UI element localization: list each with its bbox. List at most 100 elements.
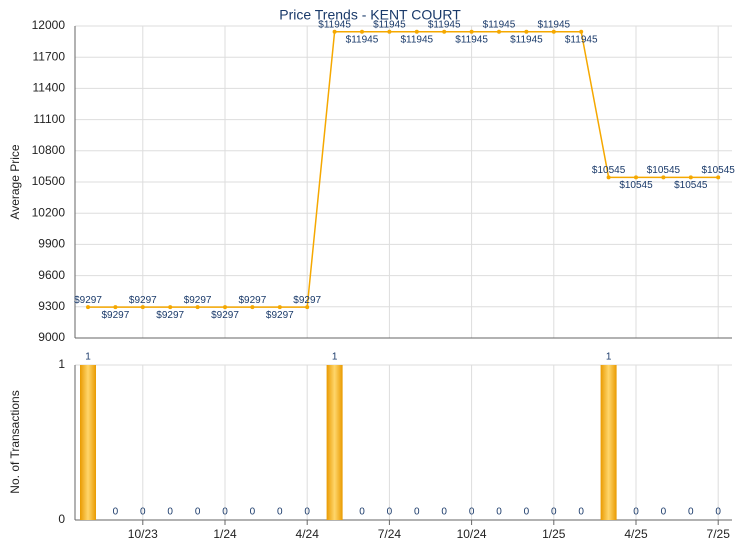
- x-tick-label: 4/24: [296, 527, 320, 541]
- value-label: $11945: [565, 34, 598, 45]
- y-tick-label: 9600: [38, 268, 65, 282]
- value-label: $9297: [74, 295, 102, 306]
- value-label: $9297: [184, 295, 212, 306]
- value-label: $11945: [428, 19, 461, 30]
- point: [305, 305, 310, 310]
- value-label: 0: [304, 507, 310, 518]
- point: [168, 305, 173, 310]
- point: [195, 305, 200, 310]
- y-axis-label: No. of Transactions: [8, 390, 22, 493]
- value-label: $9297: [266, 310, 294, 321]
- x-tick-label: 4/25: [624, 527, 648, 541]
- y-tick-label: 0: [58, 512, 65, 526]
- point: [524, 29, 529, 34]
- value-label: $11945: [483, 19, 516, 30]
- value-label: 0: [661, 507, 667, 518]
- value-label: $11945: [510, 34, 543, 45]
- chart-title: Price Trends - KENT COURT: [279, 7, 461, 23]
- value-label: 0: [195, 507, 201, 518]
- value-label: $10545: [619, 180, 653, 191]
- value-label: 0: [715, 507, 721, 518]
- x-tick-label: 10/23: [128, 527, 158, 541]
- value-label: $10545: [592, 165, 626, 176]
- point: [606, 175, 611, 180]
- point: [688, 175, 693, 180]
- x-tick-label: 1/24: [213, 527, 237, 541]
- value-label: 0: [414, 507, 420, 518]
- value-label: $11945: [455, 34, 488, 45]
- value-label: $9297: [129, 295, 157, 306]
- bar: [80, 365, 96, 520]
- value-label: $10545: [647, 165, 681, 176]
- value-label: $11945: [537, 19, 570, 30]
- point: [661, 175, 666, 180]
- value-label: 0: [551, 507, 557, 518]
- point: [551, 29, 556, 34]
- point: [716, 175, 721, 180]
- y-tick-label: 10500: [32, 174, 66, 188]
- point: [634, 175, 638, 180]
- point: [497, 29, 501, 34]
- point: [86, 305, 90, 310]
- value-label: 0: [140, 507, 146, 518]
- value-label: 0: [688, 507, 694, 518]
- y-tick-label: 12000: [32, 18, 66, 32]
- value-label: $11945: [373, 19, 406, 30]
- value-label: 0: [359, 507, 365, 518]
- value-label: $9297: [238, 295, 266, 306]
- x-tick-label: 1/25: [542, 527, 566, 541]
- point: [223, 305, 227, 310]
- value-label: 0: [113, 507, 119, 518]
- y-axis-label: Average Price: [8, 144, 22, 219]
- point: [579, 29, 584, 34]
- x-tick-label: 7/24: [378, 527, 402, 541]
- value-label: $11945: [318, 19, 351, 30]
- y-tick-label: 1: [58, 357, 65, 371]
- point: [277, 305, 282, 310]
- point: [442, 29, 447, 34]
- point: [387, 29, 392, 34]
- value-label: 0: [633, 507, 639, 518]
- value-label: 0: [441, 507, 447, 518]
- value-label: $9297: [211, 310, 239, 321]
- y-tick-label: 9300: [38, 299, 65, 313]
- value-label: 1: [332, 352, 338, 363]
- bar: [600, 365, 617, 520]
- value-label: $9297: [293, 295, 321, 306]
- value-label: 1: [85, 352, 91, 363]
- bar: [326, 365, 343, 520]
- y-tick-label: 10200: [32, 205, 66, 219]
- y-tick-label: 9000: [38, 330, 65, 344]
- value-label: 0: [222, 507, 228, 518]
- x-tick-label: 10/24: [457, 527, 487, 541]
- value-label: 0: [524, 507, 530, 518]
- y-tick-label: 11700: [33, 49, 66, 63]
- y-tick-label: 11400: [33, 81, 66, 95]
- price-line: [88, 30, 719, 308]
- point: [332, 29, 337, 34]
- point: [414, 29, 419, 34]
- point: [140, 305, 145, 310]
- point: [113, 305, 118, 310]
- value-label: 1: [606, 352, 612, 363]
- value-label: 0: [387, 507, 393, 518]
- value-label: $10545: [702, 165, 736, 176]
- value-label: $9297: [156, 310, 184, 321]
- value-label: 0: [167, 507, 173, 518]
- value-label: 0: [277, 507, 283, 518]
- y-tick-label: 9900: [38, 237, 65, 251]
- y-tick-label: 10800: [32, 143, 66, 157]
- y-tick-label: 11100: [33, 112, 65, 126]
- value-label: $9297: [101, 310, 129, 321]
- x-tick-label: 7/25: [707, 527, 731, 541]
- point: [360, 29, 364, 34]
- value-label: 0: [250, 507, 256, 518]
- value-label: $11945: [400, 34, 433, 45]
- point: [250, 305, 255, 310]
- value-label: 0: [578, 507, 584, 518]
- value-label: 0: [469, 507, 475, 518]
- value-label: 0: [496, 507, 502, 518]
- point: [469, 29, 474, 34]
- value-label: $11945: [346, 34, 379, 45]
